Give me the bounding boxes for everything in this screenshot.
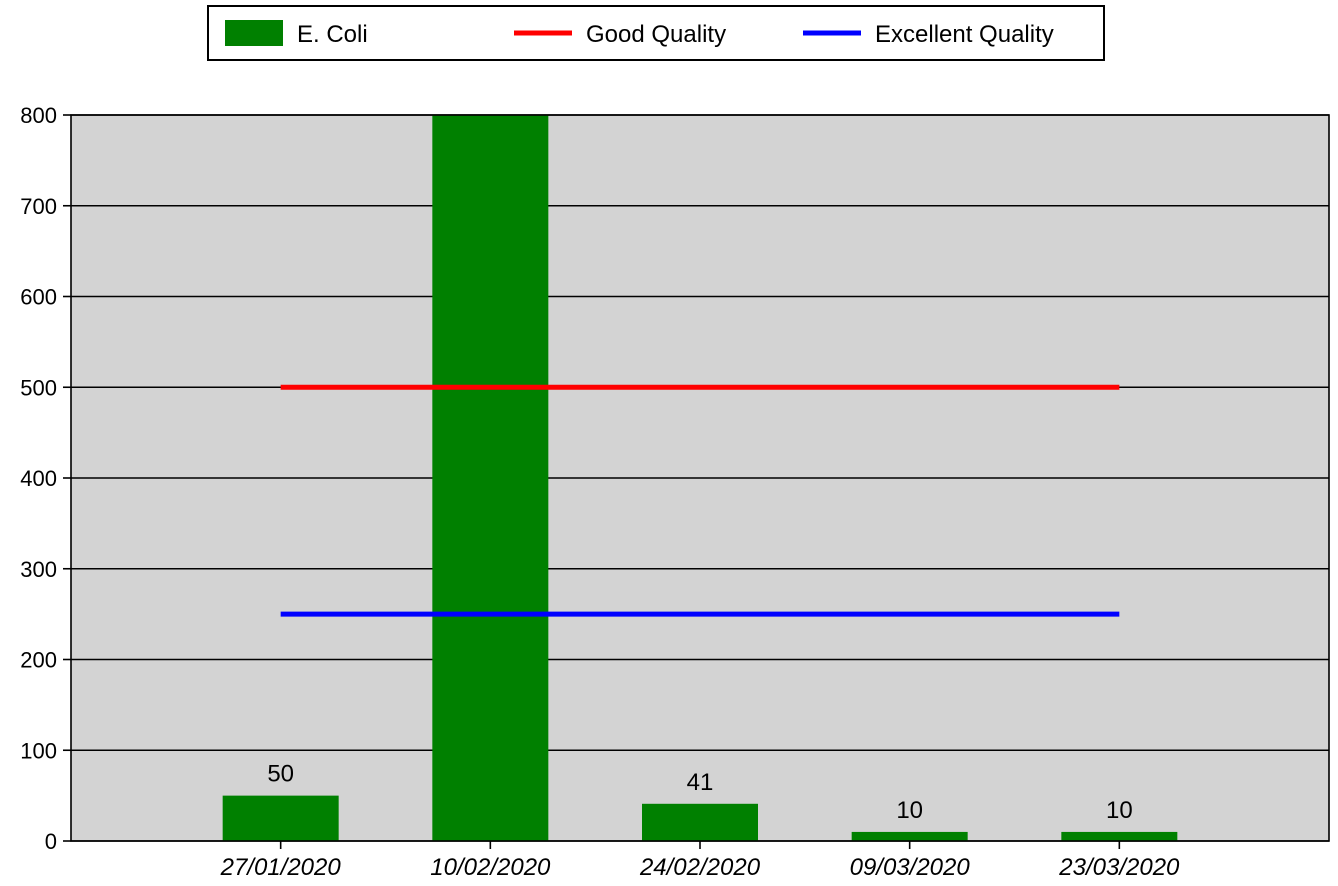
- x-tick-label: 23/03/2020: [1058, 854, 1180, 881]
- y-tick-label: 700: [20, 194, 57, 219]
- bar: [642, 803, 758, 841]
- legend-label-good-quality: Good Quality: [586, 21, 726, 48]
- x-tick-label: 10/02/2020: [430, 854, 551, 881]
- legend-label-e-coli: E. Coli: [297, 21, 368, 48]
- y-tick-label: 600: [20, 285, 57, 310]
- bar: [222, 795, 339, 841]
- y-tick-label: 400: [20, 466, 57, 491]
- y-tick-label: 200: [20, 648, 57, 673]
- x-tick-label: 24/02/2020: [639, 854, 761, 881]
- legend-swatch-e-coli: [225, 20, 283, 46]
- x-tick-label: 09/03/2020: [850, 854, 971, 881]
- legend: E. Coli Good Quality Excellent Quality: [207, 5, 1105, 61]
- data-label: 10: [1106, 797, 1133, 824]
- plot-area: 0 100 200 300 400 500 600 700 800 50 41 10 10 27/01/2…: [20, 103, 1330, 881]
- y-tick-label: 500: [20, 375, 57, 400]
- legend-label-excellent-quality: Excellent Quality: [875, 21, 1054, 48]
- legend-box: [207, 5, 1105, 61]
- y-tick-label: 300: [20, 557, 57, 582]
- data-label: 50: [267, 761, 294, 788]
- y-tick-label: 100: [20, 738, 57, 763]
- bar: [851, 831, 968, 841]
- y-tick-label: 800: [20, 103, 57, 128]
- y-tick-label: 0: [45, 829, 57, 854]
- data-label: 10: [896, 797, 923, 824]
- bar: [432, 115, 549, 841]
- bar: [1061, 831, 1178, 841]
- data-label: 41: [687, 769, 714, 796]
- x-tick-label: 27/01/2020: [220, 854, 342, 881]
